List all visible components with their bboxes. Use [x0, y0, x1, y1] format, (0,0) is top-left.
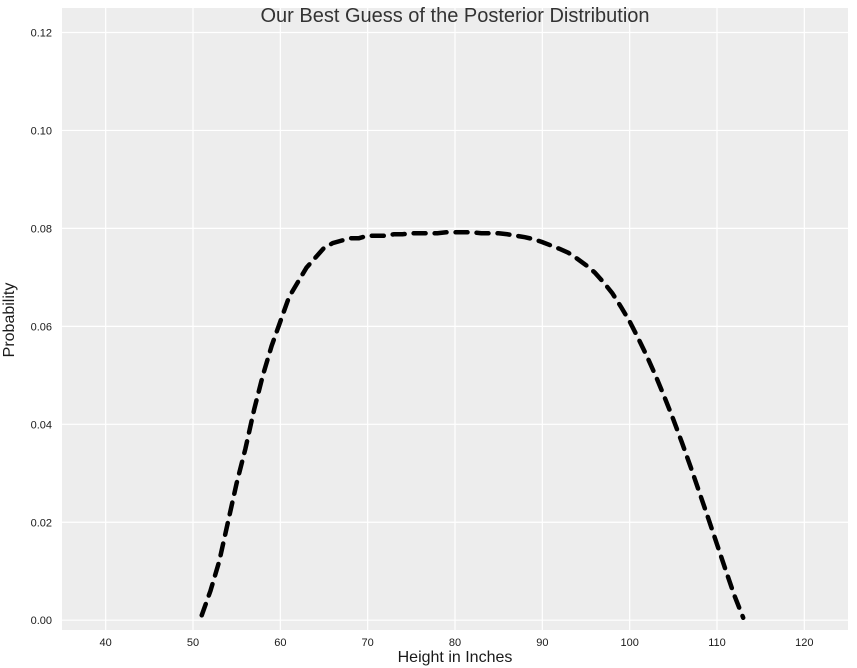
y-tick-label: 0.06	[31, 321, 52, 333]
y-tick-label: 0.08	[31, 223, 52, 235]
chart-title: Our Best Guess of the Posterior Distribu…	[260, 5, 649, 27]
x-axis-label: Height in Inches	[398, 649, 513, 666]
x-tick-label: 80	[449, 637, 461, 649]
y-tick-label: 0.10	[31, 125, 52, 137]
x-tick-label: 60	[274, 637, 286, 649]
x-tick-label: 70	[362, 637, 374, 649]
y-tick-label: 0.02	[31, 517, 52, 529]
chart-svg: 40 50 60 70 80 90 100 110 120 0.00 0.02 0.04 0.06 0.0…	[0, 0, 857, 668]
x-tick-label: 100	[620, 637, 638, 649]
posterior-distribution-chart: 40 50 60 70 80 90 100 110 120 0.00 0.02 0.04 0.06 0.0…	[0, 0, 857, 668]
y-axis-label: Probability	[1, 283, 18, 358]
y-tick-label: 0.04	[31, 419, 52, 431]
x-tick-label: 50	[187, 637, 199, 649]
x-tick-label: 110	[708, 637, 726, 649]
x-tick-label: 90	[536, 637, 548, 649]
y-tick-label: 0.12	[31, 27, 52, 39]
x-tick-label: 120	[795, 637, 813, 649]
x-tick-label: 40	[100, 637, 112, 649]
y-tick-label: 0.00	[31, 615, 52, 627]
